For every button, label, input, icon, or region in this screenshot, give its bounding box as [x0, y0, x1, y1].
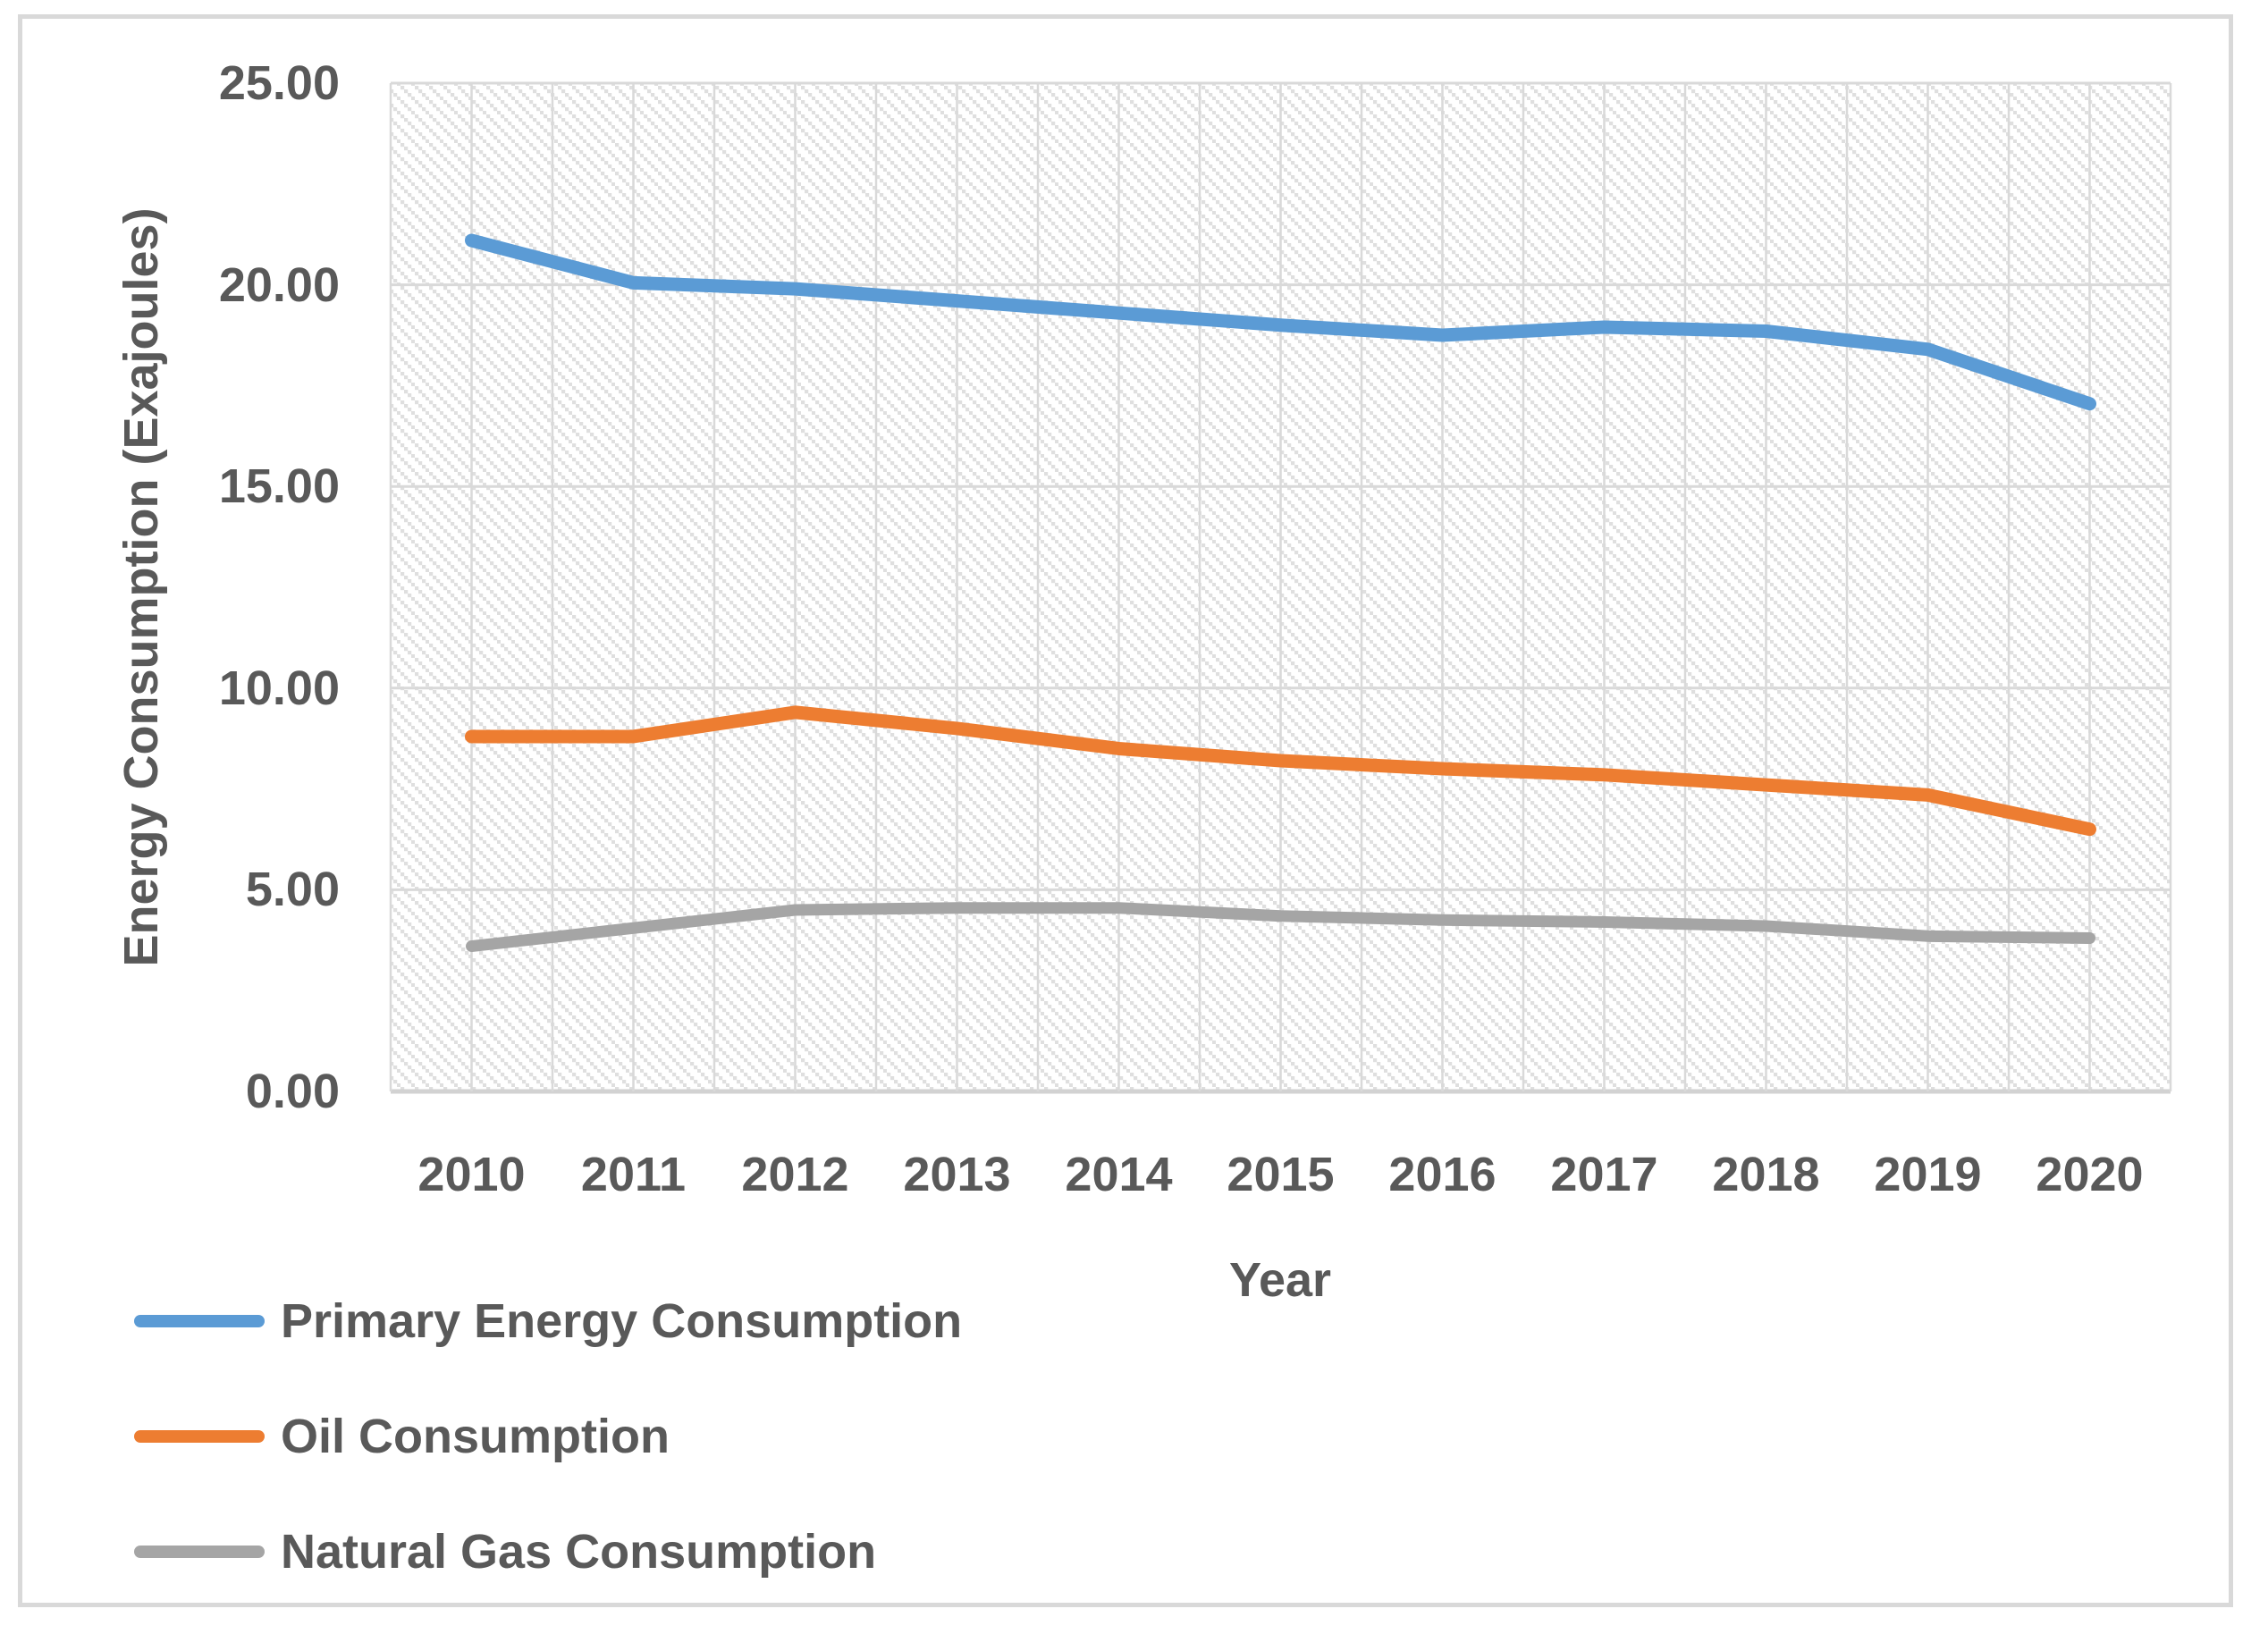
legend-item-oil-consumption: Oil Consumption: [134, 1405, 670, 1468]
x-tick-label: 2017: [1550, 1148, 1658, 1201]
series-line-primary-energy-consumption: [465, 233, 2096, 411]
y-axis-title: Energy Consumption (Exajoules): [114, 207, 168, 967]
x-tick-label: 2014: [1065, 1148, 1173, 1201]
x-tick-label: 2013: [903, 1148, 1011, 1201]
x-axis-title: Year: [1228, 1253, 1332, 1307]
gridlines: [389, 81, 2172, 1094]
legend-item-primary-energy-consumption: Primary Energy Consumption: [134, 1290, 962, 1352]
y-tick-label: 20.00: [218, 257, 340, 312]
legend-label: Oil Consumption: [281, 1410, 670, 1463]
x-tick-label: 2011: [580, 1148, 687, 1201]
y-tick-label: 10.00: [218, 661, 340, 715]
y-tick-label: 25.00: [218, 56, 340, 110]
x-tick-label: 2016: [1388, 1148, 1497, 1201]
y-tick-label: 15.00: [218, 459, 340, 514]
x-tick-label: 2015: [1227, 1148, 1335, 1201]
legend-label: Natural Gas Consumption: [281, 1525, 877, 1579]
x-tick-label: 2012: [741, 1148, 849, 1201]
x-tick-label: 2018: [1712, 1148, 1820, 1201]
x-tick-label: 2019: [1874, 1148, 1982, 1201]
series-line-natural-gas-consumption: [466, 902, 2095, 953]
series-line-oil-consumption: [465, 705, 2096, 837]
legend-label: Primary Energy Consumption: [281, 1294, 963, 1348]
legend-swatch: [134, 1430, 265, 1443]
x-tick-label: 2020: [2036, 1148, 2144, 1201]
legend-item-natural-gas-consumption: Natural Gas Consumption: [134, 1520, 876, 1583]
y-tick-label: 5.00: [245, 863, 340, 917]
y-tick-label: 0.00: [245, 1065, 340, 1118]
legend-swatch: [134, 1546, 265, 1558]
x-tick-label: 2010: [417, 1148, 526, 1201]
legend-swatch: [134, 1315, 265, 1327]
